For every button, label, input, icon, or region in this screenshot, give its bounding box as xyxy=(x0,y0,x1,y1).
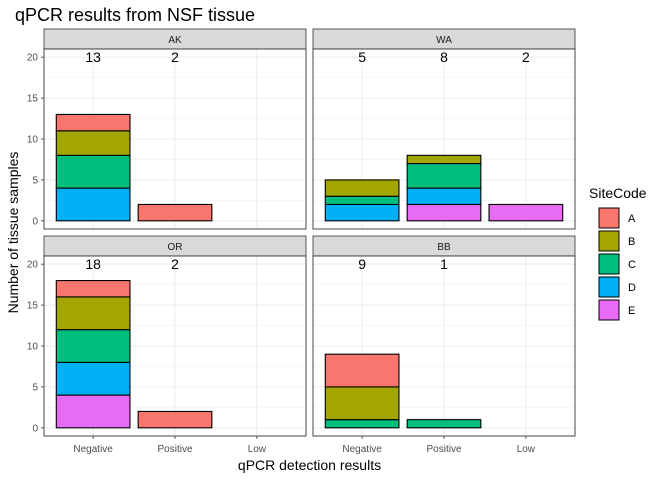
legend-label-e: E xyxy=(628,305,635,317)
bar-or-negative-b xyxy=(55,296,131,331)
bar-or-negative-a xyxy=(55,279,131,298)
x-tick-label: Negative xyxy=(73,444,113,455)
bar-ak-negative-c xyxy=(55,154,131,189)
y-tick-label: 15 xyxy=(27,301,39,312)
total-label-bb-positive: 1 xyxy=(440,256,448,272)
bar-bb-negative-b xyxy=(324,386,400,421)
legend-key-c xyxy=(598,253,620,275)
y-tick-label: 0 xyxy=(32,216,38,227)
bar-ak-negative-b xyxy=(55,130,131,156)
y-tick-label: 20 xyxy=(27,260,39,271)
x-tick-label: Low xyxy=(517,444,536,455)
x-tick-label: Positive xyxy=(157,444,192,455)
facet-label-bb: BB xyxy=(437,242,451,253)
legend-key-a xyxy=(598,207,620,229)
facet-label-ak: AK xyxy=(168,35,182,46)
x-tick-label: Positive xyxy=(426,444,461,455)
bar-ak-negative-d xyxy=(55,187,131,222)
legend-label-a: A xyxy=(628,213,636,225)
facet-label-or: OR xyxy=(168,242,183,253)
legend-key-b xyxy=(598,230,620,252)
total-label-ak-positive: 2 xyxy=(171,49,179,65)
bar-wa-negative-b xyxy=(324,179,400,197)
total-label-ak-negative: 13 xyxy=(85,49,101,65)
panel-border xyxy=(312,48,576,230)
legend-label-d: D xyxy=(628,282,636,294)
x-tick-label: Negative xyxy=(342,444,382,455)
y-tick-label: 5 xyxy=(32,382,38,393)
x-tick-label: Low xyxy=(248,444,267,455)
total-label-wa-positive: 8 xyxy=(440,49,448,65)
y-tick-label: 10 xyxy=(27,342,39,353)
legend-label-b: B xyxy=(628,236,635,248)
y-tick-label: 15 xyxy=(27,94,39,105)
bar-wa-low-e xyxy=(488,203,564,222)
bar-or-negative-c xyxy=(55,329,131,363)
total-label-bb-negative: 9 xyxy=(358,256,366,272)
x-axis-title: qPCR detection results xyxy=(238,457,381,473)
total-label-or-negative: 18 xyxy=(85,256,101,272)
bar-wa-negative-c xyxy=(324,195,400,206)
bar-wa-negative-d xyxy=(324,203,400,222)
bar-wa-positive-d xyxy=(406,187,482,206)
legend-key-e xyxy=(598,299,620,321)
y-tick-label: 0 xyxy=(32,423,38,434)
bar-or-positive-a xyxy=(137,410,213,429)
bar-or-negative-e xyxy=(55,394,131,429)
legend-key-d xyxy=(598,276,620,298)
bar-wa-positive-b xyxy=(406,154,482,165)
bar-ak-positive-a xyxy=(137,203,213,222)
bar-bb-negative-c xyxy=(324,419,400,429)
total-label-wa-negative: 5 xyxy=(358,49,366,65)
legend-title: SiteCode xyxy=(589,185,647,201)
facet-label-wa: WA xyxy=(436,35,452,46)
y-tick-label: 20 xyxy=(27,53,39,64)
total-label-or-positive: 2 xyxy=(171,256,179,272)
y-tick-label: 10 xyxy=(27,135,39,146)
chart-title: qPCR results from NSF tissue xyxy=(15,5,256,25)
bar-wa-positive-c xyxy=(406,162,482,189)
y-tick-label: 5 xyxy=(32,175,38,186)
bar-bb-positive-c xyxy=(406,419,482,429)
bar-bb-negative-a xyxy=(324,353,400,388)
bar-ak-negative-a xyxy=(55,113,131,132)
total-label-wa-low: 2 xyxy=(522,49,530,65)
legend-label-c: C xyxy=(628,259,636,271)
bar-wa-positive-e xyxy=(406,203,482,222)
y-axis-title: Number of tissue samples xyxy=(5,152,21,314)
bar-or-negative-d xyxy=(55,361,131,396)
